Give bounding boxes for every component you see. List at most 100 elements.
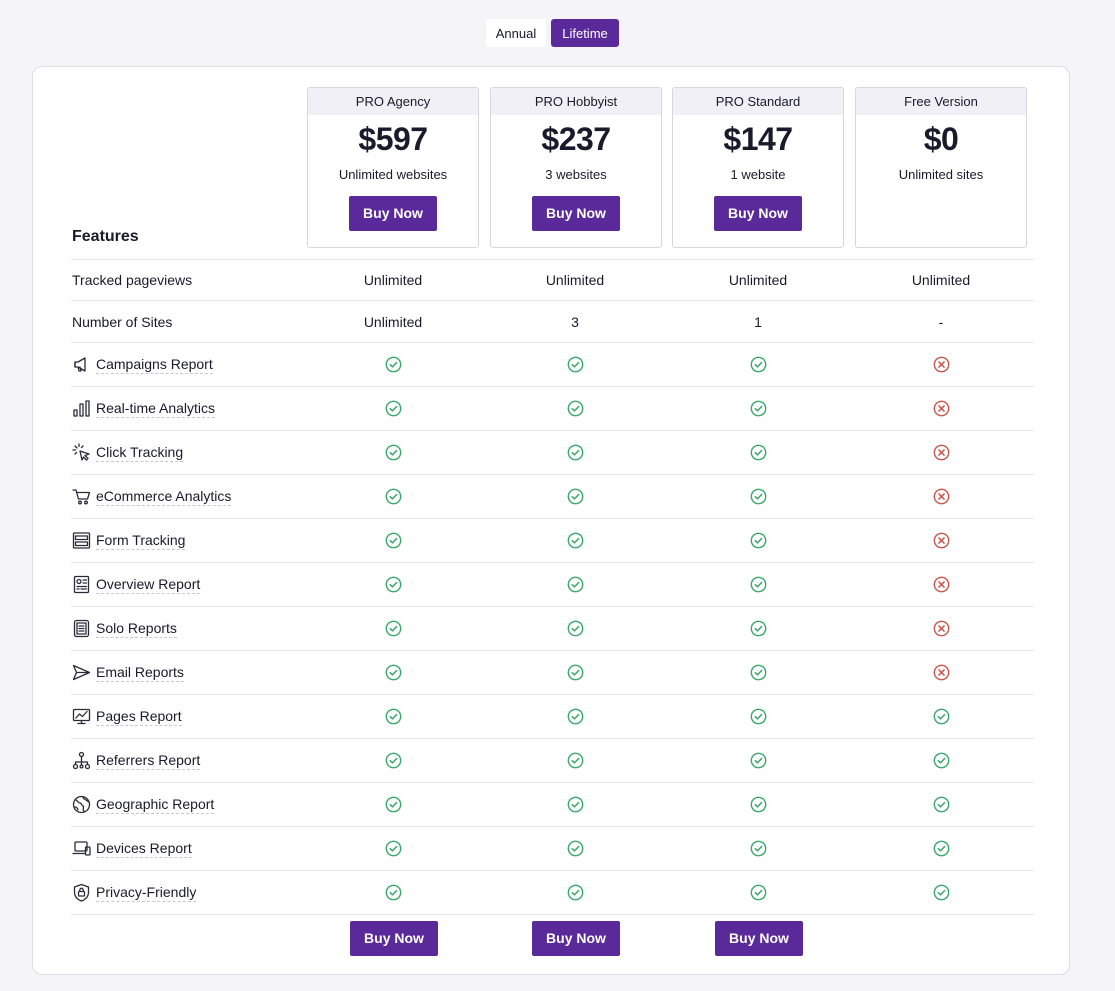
check-icon xyxy=(385,840,401,857)
not-included-cell xyxy=(855,431,1027,474)
check-icon xyxy=(385,884,401,901)
shield-lock-icon xyxy=(73,883,90,902)
bottom-buy-now-button-pro-hobbyist[interactable]: Buy Now xyxy=(532,921,620,956)
feature-label-text[interactable]: Click Tracking xyxy=(96,443,184,462)
cross-icon xyxy=(933,664,949,681)
not-included-cell xyxy=(855,607,1027,650)
table-row: Geographic Report xyxy=(71,782,1034,826)
feature-label[interactable]: Form Tracking xyxy=(72,519,186,562)
feature-label-text[interactable]: Solo Reports xyxy=(96,619,177,638)
feature-label[interactable]: Click Tracking xyxy=(72,431,184,474)
feature-label[interactable]: Email Reports xyxy=(72,651,184,694)
table-row: Email Reports xyxy=(71,650,1034,694)
bottom-buy-now-button-pro-agency[interactable]: Buy Now xyxy=(350,921,438,956)
table-row: Solo Reports xyxy=(71,606,1034,650)
not-included-cell xyxy=(855,387,1027,430)
check-icon xyxy=(567,796,583,813)
line-chart-monitor-icon xyxy=(72,708,91,725)
lifetime-toggle-button[interactable]: Lifetime xyxy=(551,19,619,47)
included-cell xyxy=(307,475,479,518)
features-heading: Features xyxy=(72,228,139,245)
feature-label-text[interactable]: Overview Report xyxy=(96,575,201,594)
billing-toggle: Annual Lifetime xyxy=(486,19,619,47)
cross-icon xyxy=(933,620,949,637)
plan-sites: Unlimited sites xyxy=(898,167,984,182)
cross-icon xyxy=(933,576,949,593)
row-value: Unlimited xyxy=(545,272,605,288)
included-cell xyxy=(672,475,844,518)
feature-label[interactable]: Overview Report xyxy=(72,563,201,606)
feature-label-text[interactable]: Devices Report xyxy=(96,839,192,858)
feature-label-text[interactable]: Geographic Report xyxy=(96,795,215,814)
feature-label[interactable]: Solo Reports xyxy=(72,607,177,650)
included-cell xyxy=(307,387,479,430)
check-icon xyxy=(750,796,766,813)
included-cell xyxy=(672,827,844,870)
network-icon xyxy=(72,751,91,770)
document-list-icon xyxy=(73,619,90,638)
feature-label-text[interactable]: Privacy-Friendly xyxy=(96,883,197,902)
feature-label-text[interactable]: Real-time Analytics xyxy=(96,399,216,418)
included-cell xyxy=(672,431,844,474)
included-cell xyxy=(855,695,1027,738)
check-icon xyxy=(567,620,583,637)
included-cell xyxy=(672,783,844,826)
buy-now-button-pro-hobbyist[interactable]: Buy Now xyxy=(532,196,620,231)
check-icon xyxy=(750,840,766,857)
overview-report-icon xyxy=(73,575,90,594)
feature-label-text[interactable]: Campaigns Report xyxy=(96,355,213,374)
plan-price: $147 xyxy=(723,121,793,157)
included-cell xyxy=(307,563,479,606)
plan-free-version: Free Version $0 Unlimited sites xyxy=(855,87,1027,248)
included-cell xyxy=(489,475,661,518)
check-icon xyxy=(385,796,401,813)
check-icon xyxy=(567,708,583,725)
included-cell xyxy=(855,783,1027,826)
plan-pro-standard: PRO Standard $147 1 website Buy Now xyxy=(672,87,844,248)
globe-icon xyxy=(72,795,91,814)
feature-label-text[interactable]: Pages Report xyxy=(96,707,182,726)
feature-label[interactable]: Privacy-Friendly xyxy=(72,871,197,914)
feature-label[interactable]: Pages Report xyxy=(72,695,182,738)
feature-label[interactable]: Devices Report xyxy=(72,827,192,870)
annual-toggle-button[interactable]: Annual xyxy=(486,19,546,47)
check-icon xyxy=(385,752,401,769)
feature-label-text[interactable]: eCommerce Analytics xyxy=(96,487,232,506)
row-label-text: Number of Sites xyxy=(72,313,173,330)
megaphone-icon xyxy=(74,357,86,372)
check-icon xyxy=(750,752,766,769)
check-icon xyxy=(750,884,766,901)
check-icon xyxy=(750,356,766,373)
row-value: Unlimited xyxy=(363,313,423,330)
table-row: Overview Report xyxy=(71,562,1034,606)
feature-label[interactable]: eCommerce Analytics xyxy=(72,475,232,518)
cross-icon xyxy=(933,444,949,461)
check-icon xyxy=(385,664,401,681)
bottom-buy-now-button-pro-standard[interactable]: Buy Now xyxy=(715,921,803,956)
check-icon xyxy=(385,444,401,461)
feature-label-text[interactable]: Form Tracking xyxy=(96,531,186,550)
included-cell xyxy=(672,519,844,562)
included-cell xyxy=(672,651,844,694)
buy-now-button-pro-agency[interactable]: Buy Now xyxy=(349,196,437,231)
cart-icon xyxy=(72,489,91,505)
table-row: Number of Sites Unlimited 3 1 - xyxy=(71,300,1034,342)
included-cell xyxy=(489,783,661,826)
included-cell xyxy=(307,739,479,782)
check-icon xyxy=(385,620,401,637)
check-icon xyxy=(750,488,766,505)
check-icon xyxy=(933,752,949,769)
feature-label[interactable]: Referrers Report xyxy=(72,739,201,782)
included-cell xyxy=(855,871,1027,914)
buy-now-button-pro-standard[interactable]: Buy Now xyxy=(714,196,802,231)
feature-label-text[interactable]: Referrers Report xyxy=(96,751,201,770)
feature-label-text[interactable]: Email Reports xyxy=(96,663,184,682)
plan-name: PRO Standard xyxy=(673,88,843,115)
feature-label[interactable]: Campaigns Report xyxy=(72,343,213,386)
feature-label[interactable]: Real-time Analytics xyxy=(72,387,216,430)
cross-icon xyxy=(933,488,949,505)
feature-label[interactable]: Geographic Report xyxy=(72,783,215,826)
included-cell xyxy=(855,739,1027,782)
row-value: Unlimited xyxy=(911,272,971,288)
devices-icon xyxy=(72,841,91,856)
